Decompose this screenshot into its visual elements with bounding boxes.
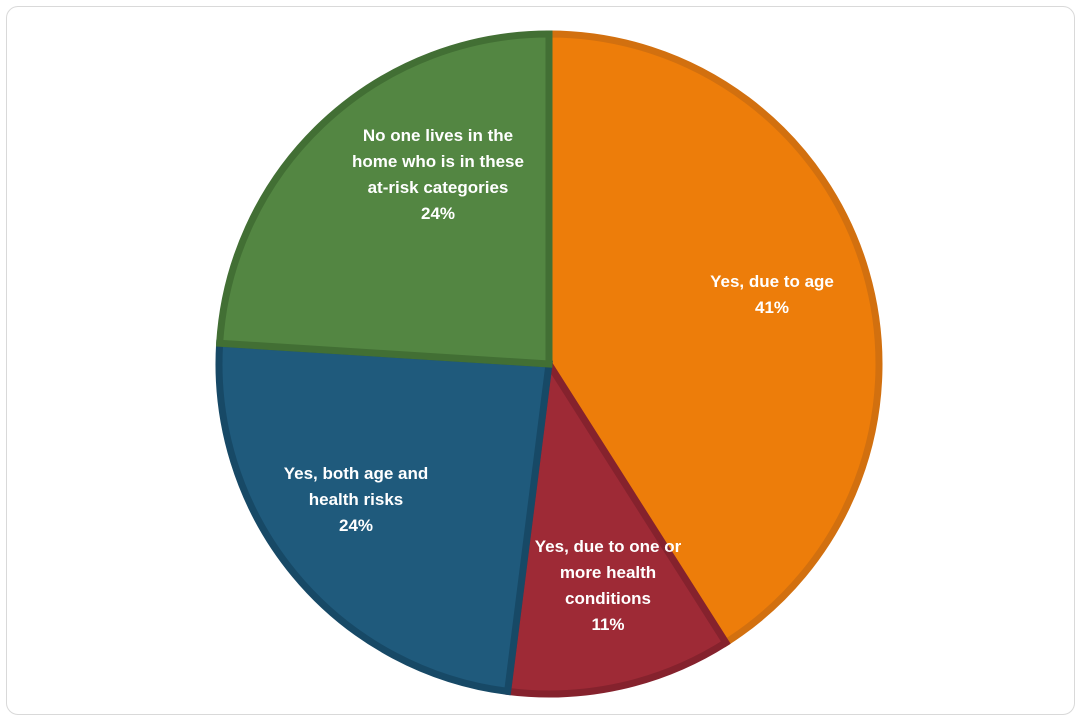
slice-category-label: Yes, both age and (284, 464, 429, 483)
slice-category-label: home who is in these (352, 152, 524, 171)
slice-category-label: Yes, due to age (710, 272, 834, 291)
pie-labels: Yes, due to age 41% Yes, due to one or more… (284, 126, 834, 634)
slice-label-4: No one lives in the home who is in these a… (352, 126, 524, 223)
pie-slice-3 (215, 339, 553, 696)
slice-value-label: 24% (339, 516, 373, 535)
slice-label-3: Yes, both age and health risks 24% (284, 464, 429, 535)
slice-value-label: 11% (591, 615, 624, 634)
pie-slices (215, 30, 883, 698)
slice-category-label: health risks (309, 490, 404, 509)
slice-category-label: No one lives in the (363, 126, 513, 145)
pie-slice-2 (503, 353, 731, 698)
slice-category-label: at-risk categories (368, 178, 509, 197)
slice-value-label: 24% (421, 204, 455, 223)
slice-label-1: Yes, due to age 41% (710, 272, 834, 317)
slice-category-label: conditions (565, 589, 651, 608)
slice-label-2: Yes, due to one or more health conditions 1… (535, 537, 682, 634)
slice-category-label: more health (560, 563, 656, 582)
pie-slice-4 (215, 30, 553, 368)
slice-value-label: 41% (755, 298, 789, 317)
slice-category-label: Yes, due to one or (535, 537, 682, 556)
